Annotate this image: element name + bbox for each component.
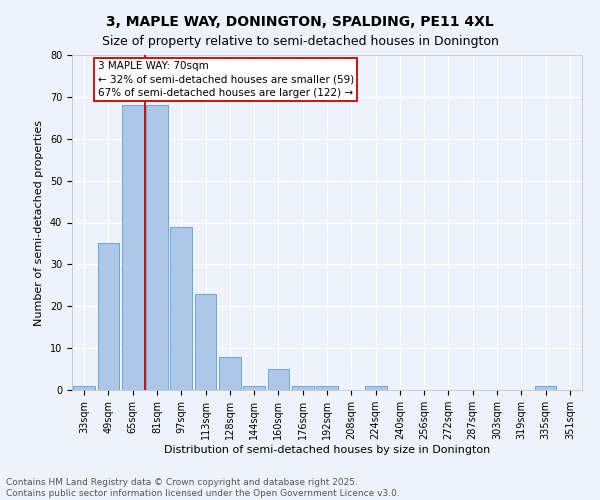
Text: Size of property relative to semi-detached houses in Donington: Size of property relative to semi-detach… [101,35,499,48]
Bar [243,386,265,390]
Bar [316,386,338,390]
Text: 3, MAPLE WAY, DONINGTON, SPALDING, PE11 4XL: 3, MAPLE WAY, DONINGTON, SPALDING, PE11 … [106,15,494,29]
Bar [146,106,168,390]
Bar [535,386,556,390]
Bar [292,386,314,390]
Bar [365,386,386,390]
Y-axis label: Number of semi-detached properties: Number of semi-detached properties [34,120,44,326]
Bar [97,244,119,390]
Bar [194,294,217,390]
Text: 3 MAPLE WAY: 70sqm
← 32% of semi-detached houses are smaller (59)
67% of semi-de: 3 MAPLE WAY: 70sqm ← 32% of semi-detache… [97,62,354,98]
Bar [122,106,143,390]
Bar [170,226,192,390]
Bar [73,386,95,390]
Bar [268,369,289,390]
Text: Contains HM Land Registry data © Crown copyright and database right 2025.
Contai: Contains HM Land Registry data © Crown c… [6,478,400,498]
Bar [219,356,241,390]
X-axis label: Distribution of semi-detached houses by size in Donington: Distribution of semi-detached houses by … [164,445,490,455]
